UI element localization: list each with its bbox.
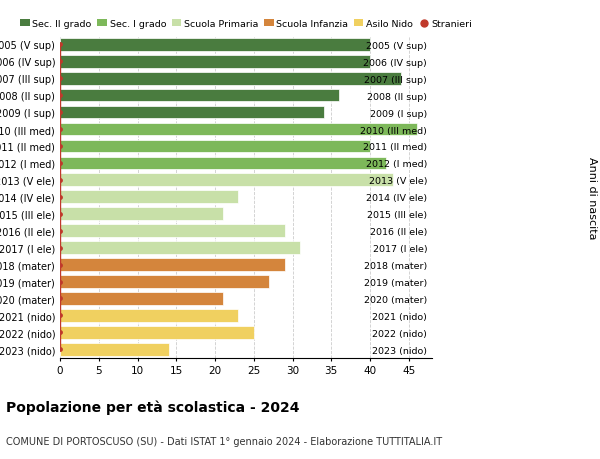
Bar <box>60 191 238 204</box>
Bar <box>60 56 370 68</box>
Text: Anni di nascita: Anni di nascita <box>587 156 597 239</box>
Text: Popolazione per età scolastica - 2024: Popolazione per età scolastica - 2024 <box>6 399 299 414</box>
Legend: Sec. II grado, Sec. I grado, Scuola Primaria, Scuola Infanzia, Asilo Nido, Stran: Sec. II grado, Sec. I grado, Scuola Prim… <box>20 20 472 29</box>
Bar <box>60 39 370 51</box>
Bar <box>60 259 285 271</box>
Bar <box>60 309 238 322</box>
Bar <box>60 73 401 85</box>
Bar <box>60 157 386 170</box>
Bar <box>60 225 285 238</box>
Bar <box>60 106 323 119</box>
Text: COMUNE DI PORTOSCUSO (SU) - Dati ISTAT 1° gennaio 2024 - Elaborazione TUTTITALIA: COMUNE DI PORTOSCUSO (SU) - Dati ISTAT 1… <box>6 436 442 446</box>
Bar <box>60 275 269 288</box>
Bar <box>60 242 300 254</box>
Bar <box>60 123 416 136</box>
Bar <box>60 174 393 187</box>
Bar <box>60 140 370 153</box>
Bar <box>60 90 339 102</box>
Bar <box>60 326 254 339</box>
Bar <box>60 292 223 305</box>
Bar <box>60 208 223 221</box>
Bar <box>60 343 169 356</box>
